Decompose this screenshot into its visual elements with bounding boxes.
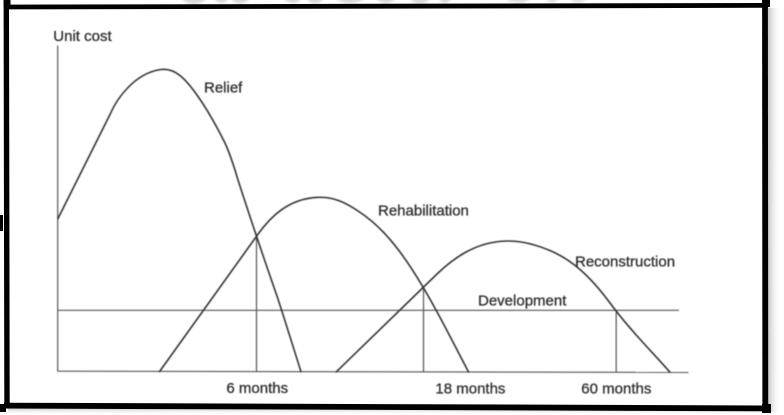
svg-text:60 months: 60 months bbox=[581, 381, 651, 398]
svg-text:Unit cost: Unit cost bbox=[53, 28, 112, 45]
svg-text:Development: Development bbox=[478, 293, 567, 310]
svg-text:6 months: 6 months bbox=[226, 380, 288, 397]
svg-text:Rehabilitation: Rehabilitation bbox=[378, 203, 469, 220]
svg-text:18 months: 18 months bbox=[435, 381, 505, 398]
svg-text:Reconstruction: Reconstruction bbox=[575, 254, 675, 271]
svg-text:Relief: Relief bbox=[204, 80, 243, 97]
